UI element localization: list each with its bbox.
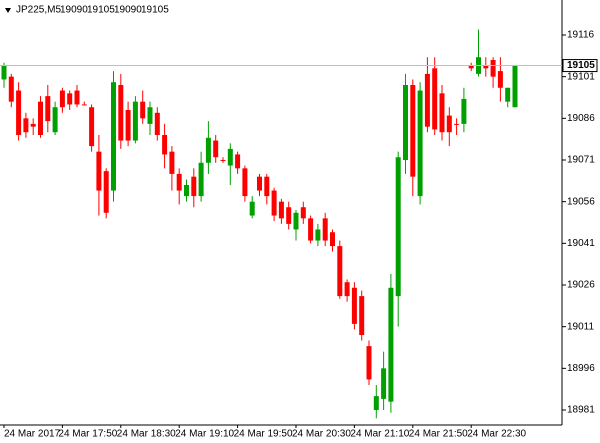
last-price-label: 19105	[567, 60, 595, 71]
candle-body	[154, 112, 160, 135]
candle-body	[512, 65, 518, 108]
x-tick-label: 24 Mar 19:10	[175, 429, 234, 440]
x-tick-label: 24 Mar 18:30	[117, 429, 176, 440]
candle-body	[373, 396, 379, 410]
y-tick-label: 19026	[567, 280, 595, 291]
candle-body	[103, 171, 109, 213]
x-tick-label: 24 Mar 20:30	[292, 429, 351, 440]
candle-body	[235, 154, 241, 169]
candle-body	[242, 168, 248, 197]
candle-body	[191, 176, 197, 197]
menu-triangle	[5, 8, 11, 13]
candle-body	[315, 229, 321, 241]
candle-body	[308, 218, 314, 241]
header-close: 19105	[141, 5, 169, 16]
candle-body	[322, 218, 328, 241]
candle-body	[23, 118, 29, 133]
y-tick-label: 19071	[567, 155, 595, 166]
candle-body	[271, 190, 277, 216]
candle-body	[330, 232, 335, 247]
y-tick-label: 19056	[567, 196, 595, 207]
candle-body	[52, 107, 58, 133]
candle-body	[454, 123, 460, 125]
candle-body	[439, 93, 445, 133]
x-tick-label: 24 Mar 2017	[4, 429, 61, 440]
candle-body	[344, 282, 350, 297]
y-tick-label: 19116	[567, 30, 595, 41]
candle-body	[497, 71, 503, 88]
candle-body	[395, 157, 401, 297]
candle-body	[96, 151, 102, 191]
candle-body	[403, 85, 408, 160]
candle-body	[286, 207, 292, 224]
candle-body	[162, 135, 168, 155]
candle-body	[483, 65, 489, 69]
candle-body	[359, 296, 365, 335]
candle-body	[337, 246, 343, 297]
candle-body	[169, 151, 175, 174]
candle-body	[118, 85, 124, 141]
x-tick-label: 24 Mar 22:30	[467, 429, 526, 440]
candle-body	[227, 148, 233, 166]
header-low: 19090	[114, 5, 142, 16]
candle-body	[300, 207, 306, 219]
last-price-box	[562, 59, 598, 73]
x-tick-label: 24 Mar 17:50	[58, 429, 117, 440]
candle-body	[278, 201, 284, 219]
candle-body	[468, 65, 474, 69]
candle-body	[1, 65, 7, 80]
candle-body	[89, 107, 95, 147]
y-tick-label: 19086	[567, 113, 595, 124]
candle-body	[461, 98, 467, 124]
chart-title: JP225,M5	[16, 5, 61, 16]
y-tick-label: 19011	[567, 321, 595, 332]
candle-body	[490, 60, 496, 77]
candle-body	[446, 115, 452, 133]
candle-body	[147, 107, 153, 124]
y-tick-label: 18981	[567, 405, 595, 416]
candle-body	[424, 73, 430, 127]
candle-body	[30, 123, 36, 127]
candle-body	[410, 85, 416, 177]
candle-body	[257, 176, 262, 191]
candle-body	[125, 110, 131, 141]
candle-body	[220, 160, 226, 161]
candle-body	[81, 104, 87, 106]
candle-body	[38, 101, 43, 135]
candle-body	[264, 176, 270, 197]
candle-body	[140, 101, 146, 119]
candle-body	[205, 137, 211, 163]
candle-body	[111, 82, 116, 191]
y-tick-label: 19101	[567, 71, 595, 82]
candle-body	[388, 287, 394, 402]
candle-body	[8, 76, 14, 102]
y-tick-label: 19041	[567, 238, 595, 249]
candle-body	[16, 90, 22, 135]
candle-body	[59, 90, 65, 108]
candle-body	[184, 185, 189, 197]
candle-body	[505, 87, 511, 102]
header-high: 19105	[87, 5, 115, 16]
candle-body	[213, 140, 219, 158]
candle-body	[67, 93, 73, 105]
x-tick-label: 24 Mar 19:50	[234, 429, 293, 440]
candle-body	[417, 90, 423, 197]
candle-body	[132, 101, 138, 141]
header-open: 19090	[60, 5, 88, 16]
y-tick-label: 18996	[567, 363, 595, 374]
candle-body	[176, 173, 182, 191]
candle-body	[381, 368, 387, 399]
candle-body	[432, 68, 438, 130]
candle-body	[45, 96, 51, 122]
candle-body	[249, 201, 255, 216]
candle-body	[366, 346, 372, 380]
x-tick-label: 24 Mar 21:10	[350, 429, 409, 440]
x-tick-label: 24 Mar 21:50	[409, 429, 468, 440]
candle-body	[198, 162, 204, 197]
candle-body	[293, 212, 299, 230]
candle-body	[74, 90, 80, 105]
candle-body	[351, 287, 357, 324]
